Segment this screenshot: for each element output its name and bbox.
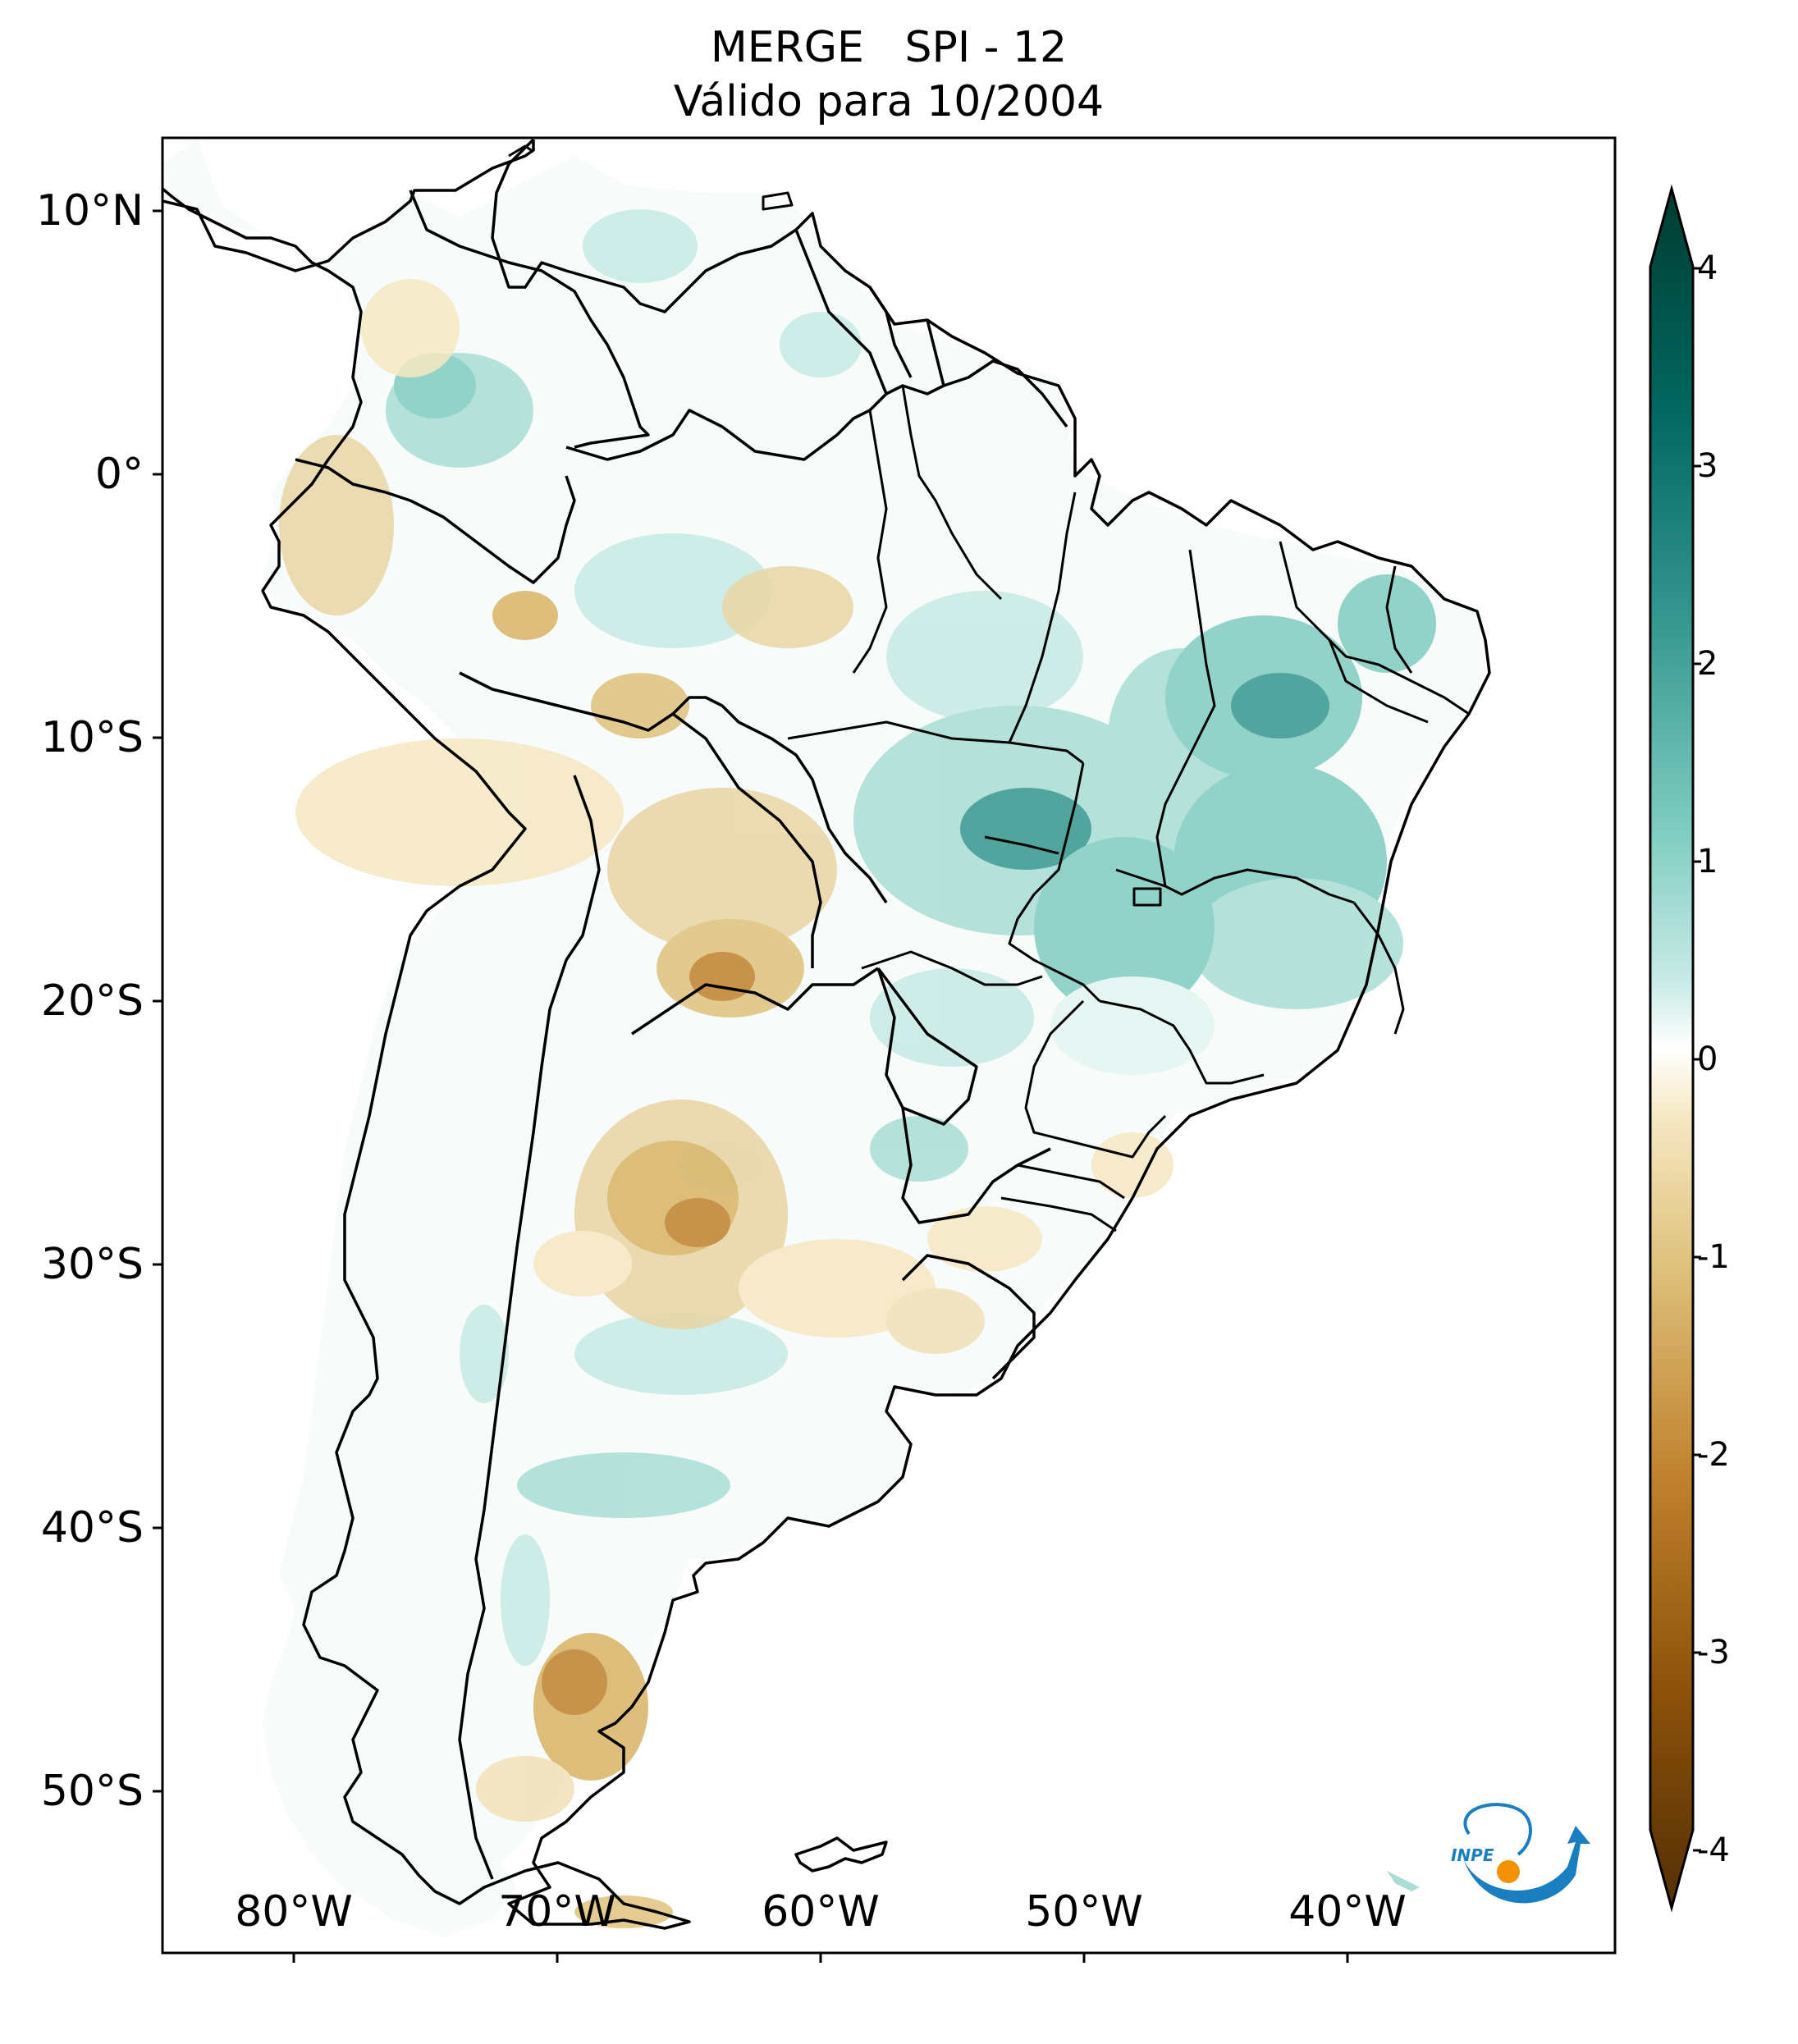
inpe-logo — [1461, 1803, 1590, 1904]
falkland-islands — [794, 1836, 888, 1873]
lon-label-70w: 70°W — [498, 1887, 616, 1937]
map-content — [162, 138, 1491, 1937]
south-georgia-island — [1387, 1871, 1420, 1891]
border-bolivia-brazil — [671, 712, 822, 968]
lat-ticks — [153, 209, 162, 1793]
dry-anomaly-areas — [279, 279, 1174, 1928]
lat-label-20s: 20°S — [40, 976, 144, 1026]
lat-label-30s: 30°S — [40, 1240, 144, 1289]
border-paraguay — [876, 967, 978, 1126]
border-brazil-north — [565, 359, 1068, 461]
lon-label-40w: 40°W — [1288, 1887, 1407, 1937]
colorbar-label-3: 3 — [1697, 447, 1718, 485]
colorbar-label-neg2: -2 — [1697, 1436, 1730, 1474]
border-argentina-uruguay-brazil — [901, 1107, 1051, 1224]
borders — [162, 138, 1491, 1930]
lat-label-10n: 10°N — [35, 186, 144, 235]
colorbar-label-neg1: -1 — [1697, 1238, 1730, 1276]
map-title: MERGE SPI - 12 — [710, 23, 1068, 72]
lat-label-50s: 50°S — [40, 1767, 144, 1816]
border-uruguay — [901, 1254, 1036, 1380]
colorbar-body — [1649, 184, 1695, 1913]
federal-district — [1132, 887, 1162, 907]
colorbar-label-1: 1 — [1697, 843, 1718, 880]
caribbean-islands — [508, 144, 794, 211]
logo-text: INPE — [1451, 1845, 1494, 1865]
border-bolivia-paraguay — [631, 967, 879, 1036]
colorbar-label-0: 0 — [1697, 1040, 1718, 1078]
colorbar-ticks — [1693, 267, 1701, 1852]
colorbar-label-neg3: -3 — [1697, 1634, 1730, 1671]
south-america-landmass — [162, 139, 1489, 1937]
state-borders-brazil — [787, 385, 1470, 1232]
lon-label-50w: 50°W — [1025, 1887, 1143, 1937]
lon-ticks — [292, 1953, 1349, 1963]
map-frame — [161, 136, 1617, 1955]
border-colombia-venezuela — [409, 190, 650, 449]
lat-label-10s: 10°S — [40, 713, 144, 762]
colorbar-label-4: 4 — [1697, 249, 1718, 287]
border-guianas — [794, 229, 945, 395]
border-peru-brazil — [459, 671, 888, 903]
lon-label-60w: 60°W — [762, 1887, 880, 1937]
border-chile-argentina — [458, 959, 568, 1880]
lon-label-80w: 80°W — [235, 1887, 353, 1937]
lat-label-0: 0° — [94, 450, 144, 499]
colorbar — [1649, 184, 1701, 1913]
map-subtitle: Válido para 10/2004 — [673, 77, 1105, 126]
border-colombia-peru-ecuador — [295, 458, 576, 584]
colorbar-label-2: 2 — [1697, 645, 1718, 683]
coastline — [162, 138, 1491, 1930]
lat-label-40s: 40°S — [40, 1503, 144, 1552]
colorbar-label-neg4: -4 — [1697, 1831, 1730, 1869]
border-bolivia-peru — [565, 775, 601, 961]
wet-anomaly-areas — [386, 209, 1436, 1666]
